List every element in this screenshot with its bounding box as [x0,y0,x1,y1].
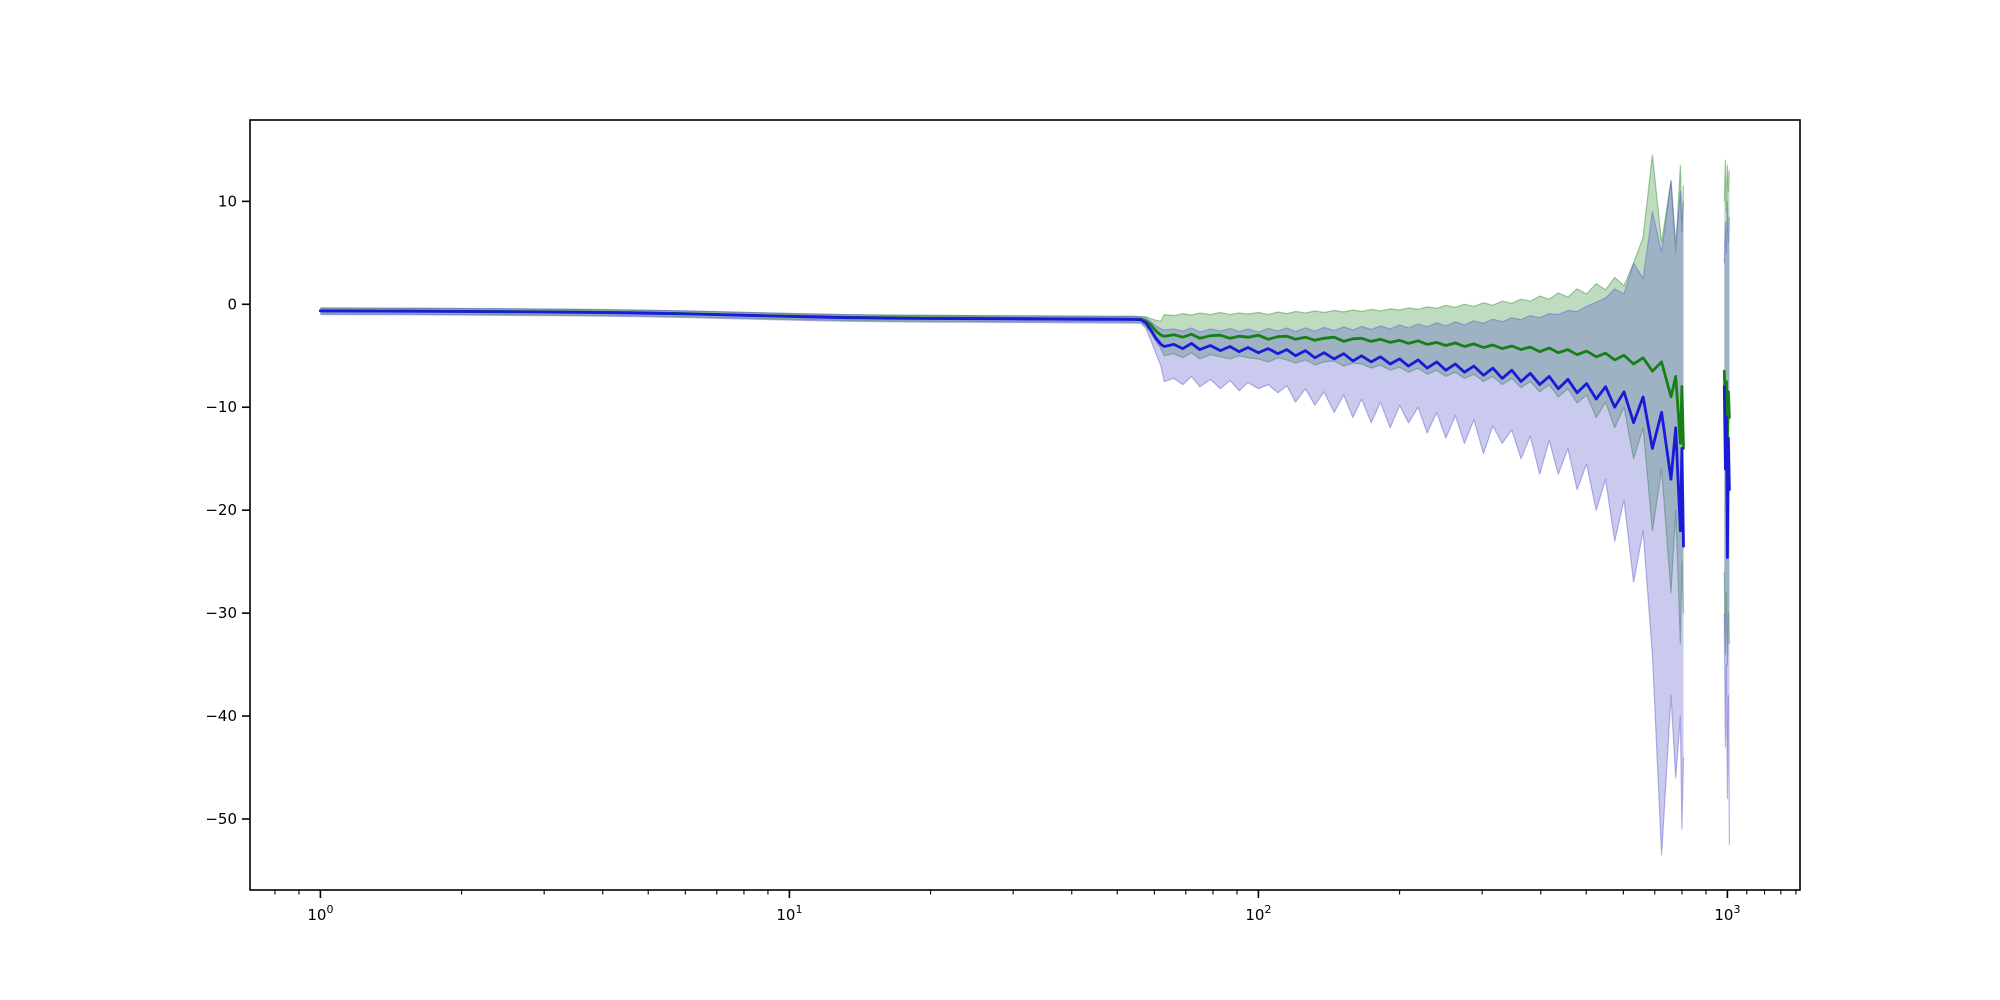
y-tick-label: −20 [205,501,237,519]
x-tick-label: 100 [307,903,333,924]
y-tick-label: 10 [218,192,237,210]
band-edge-green [1723,159,1730,213]
line-blue [319,309,1685,548]
band-edge-green [1723,571,1730,666]
y-tick-label: −10 [205,398,237,416]
y-tick-label: −30 [205,604,237,622]
tick-marks [242,200,1797,898]
line-blue [1722,385,1731,559]
axes-box [249,119,1801,891]
axes [249,119,1801,891]
y-tick-label: −50 [205,810,237,828]
band-edge-blue [320,180,1685,333]
y-tick-label: 0 [227,295,237,313]
y-tick-label: −40 [205,707,237,725]
band-edge-green [320,313,1685,645]
series-lines [319,309,1731,559]
confidence-bands [320,154,1730,856]
band-edge-blue [1723,613,1730,845]
band-blue [320,180,1684,856]
x-tick-label: 102 [1245,903,1271,924]
x-tick-label: 101 [776,903,802,924]
x-tick-label: 103 [1714,903,1740,924]
band-edge-green [320,154,1685,322]
band-edge-blue [1723,200,1730,264]
band-edge-blue [320,314,1685,856]
